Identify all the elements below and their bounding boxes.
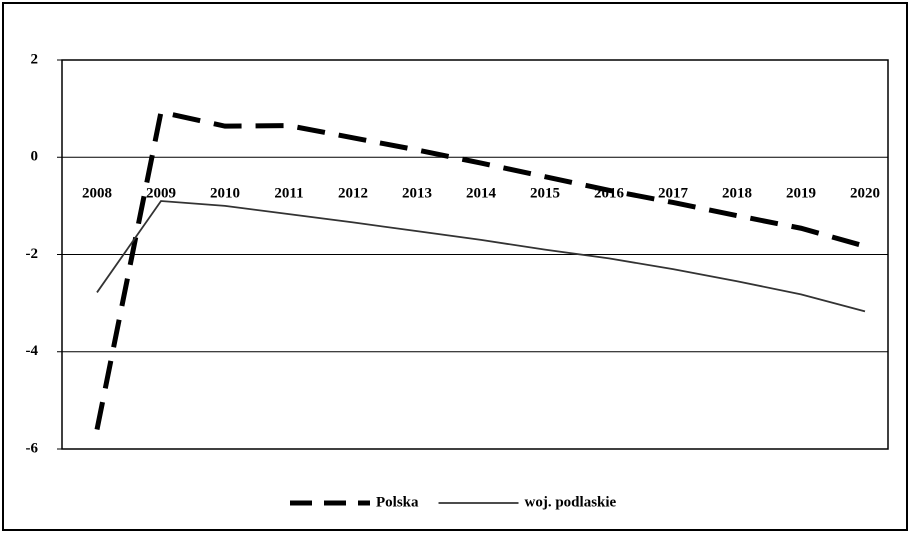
x-tick-label: 2018 — [722, 186, 752, 202]
series-line — [94, 109, 866, 431]
x-tick-label: 2017 — [658, 186, 689, 202]
series-line — [96, 200, 866, 313]
x-tick-label: 2011 — [274, 186, 303, 202]
legend-label: woj. podlaskie — [525, 494, 617, 510]
y-tick-label: -4 — [26, 343, 39, 359]
x-tick-label: 2010 — [210, 186, 240, 202]
y-tick-label: -2 — [26, 246, 39, 262]
x-tick-label: 2009 — [146, 186, 176, 202]
x-tick-label: 2013 — [402, 186, 432, 202]
x-tick-label: 2015 — [530, 186, 560, 202]
x-tick-label: 2012 — [338, 186, 368, 202]
y-tick-label: 0 — [31, 149, 39, 165]
y-tick-label: -6 — [26, 440, 39, 456]
x-tick-label: 2014 — [466, 186, 497, 202]
x-tick-label: 2019 — [786, 186, 816, 202]
x-tick-label: 2020 — [850, 186, 880, 202]
x-tick-label: 2008 — [82, 186, 112, 202]
y-tick-label: 2 — [31, 51, 39, 67]
legend-label: Polska — [376, 494, 419, 510]
